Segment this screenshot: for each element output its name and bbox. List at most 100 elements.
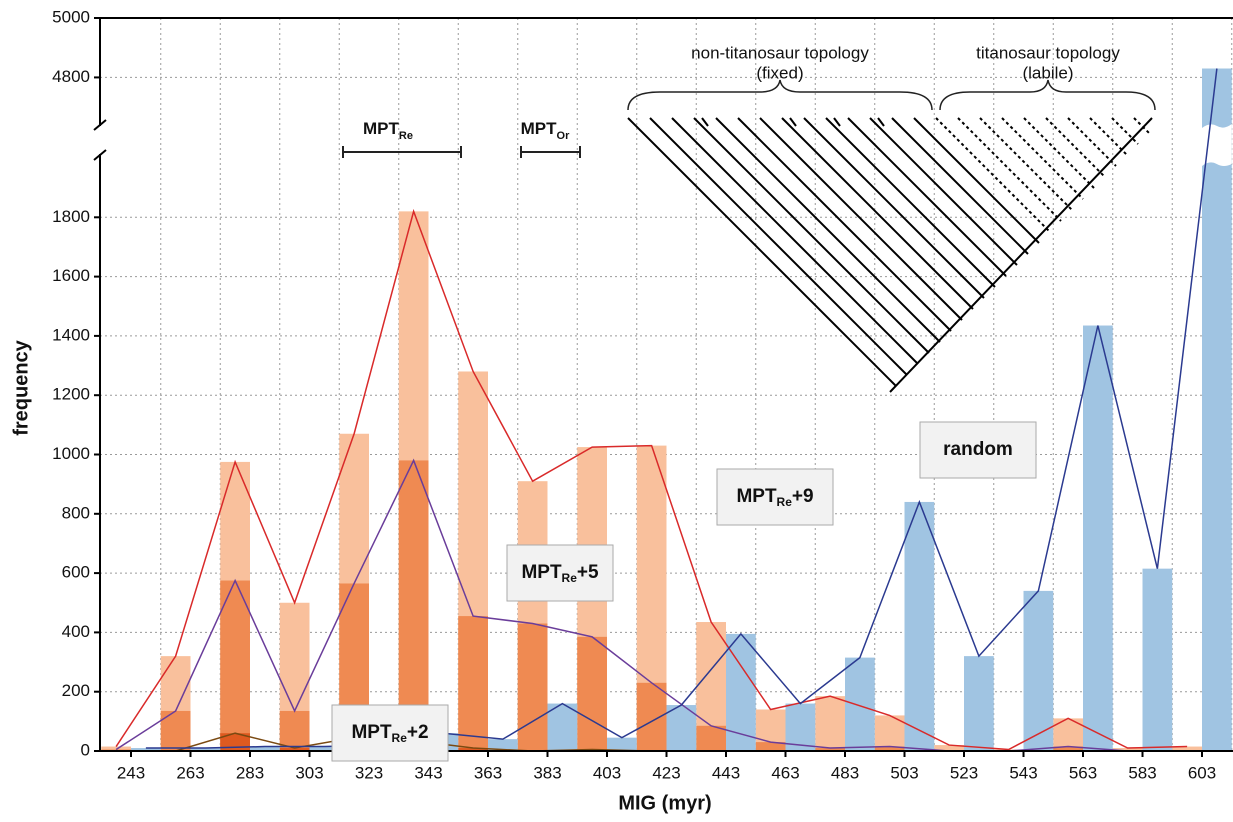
series-label: MPTRe+5 xyxy=(521,562,599,585)
branch xyxy=(891,117,1029,255)
label-box xyxy=(919,421,1037,479)
clade-label: titanosaur topology xyxy=(976,43,1120,62)
branch xyxy=(1133,117,1150,134)
y-tick-label: 1800 xyxy=(52,207,90,226)
y-tick-label: 1000 xyxy=(52,444,90,463)
x-axis-label: MIG (myr) xyxy=(618,792,711,814)
x-tick-label: 563 xyxy=(1069,763,1097,782)
x-tick-label: 263 xyxy=(176,763,204,782)
branch xyxy=(671,117,919,365)
bar xyxy=(607,737,637,751)
annotation: MPTRe xyxy=(363,119,413,141)
bar xyxy=(1083,325,1113,751)
axis-break-mark xyxy=(93,119,107,161)
y-tick-label: 1200 xyxy=(52,385,90,404)
branch xyxy=(847,117,1007,277)
bar xyxy=(845,657,875,751)
annotation-text: MPT xyxy=(363,119,400,138)
annotation-sub: Or xyxy=(557,130,571,142)
x-tick-label: 343 xyxy=(414,763,442,782)
series-label-part: MPT xyxy=(521,562,562,583)
bar xyxy=(1023,590,1054,751)
branch xyxy=(979,117,1073,211)
bar xyxy=(279,710,310,751)
x-tick-label: 423 xyxy=(652,763,680,782)
brace xyxy=(939,79,1156,111)
series-line xyxy=(145,68,1218,749)
bar xyxy=(874,746,905,751)
branch xyxy=(789,117,797,127)
branch xyxy=(1067,117,1117,167)
bar xyxy=(517,623,548,751)
branch xyxy=(693,117,930,354)
x-tick-label: 463 xyxy=(771,763,799,782)
brace xyxy=(627,79,933,111)
x-tick-label: 543 xyxy=(1009,763,1037,782)
bar xyxy=(458,616,488,751)
y-tick-label: 1400 xyxy=(52,325,90,344)
branch xyxy=(781,117,974,310)
series-label: MPTRe+9 xyxy=(736,486,813,509)
label-box xyxy=(716,468,834,526)
bar xyxy=(815,748,845,751)
y-tick-label: 400 xyxy=(62,622,90,641)
series-label-part: +5 xyxy=(577,562,599,583)
series-label-part: +2 xyxy=(407,722,429,743)
y-tick-label: 600 xyxy=(62,563,90,582)
y-tick-label: 200 xyxy=(62,681,90,700)
y-tick-label: 4800 xyxy=(52,67,90,86)
series-label-part: Re xyxy=(562,571,578,585)
branch xyxy=(889,117,1153,393)
bar xyxy=(1053,746,1083,751)
y-axis-label: frequency xyxy=(10,339,32,435)
clade-label: (labile) xyxy=(1022,63,1073,82)
x-tick-label: 243 xyxy=(117,763,145,782)
clade-label: (fixed) xyxy=(756,63,803,82)
x-tick-label: 323 xyxy=(355,763,383,782)
x-tick-label: 283 xyxy=(236,763,264,782)
x-tick-label: 483 xyxy=(831,763,859,782)
branch xyxy=(825,117,996,288)
branch xyxy=(1001,117,1084,200)
branch xyxy=(759,117,963,321)
bar xyxy=(279,748,310,751)
branch xyxy=(803,117,985,299)
bar xyxy=(309,746,340,751)
series-label-part: random xyxy=(943,439,1013,460)
branch xyxy=(649,117,908,376)
bar xyxy=(934,745,964,751)
branch xyxy=(957,117,1062,222)
x-tick-label: 363 xyxy=(474,763,502,782)
series-label: MPTRe+2 xyxy=(351,722,428,745)
branch xyxy=(833,117,841,127)
branch xyxy=(715,117,941,343)
branch xyxy=(913,117,1040,244)
x-tick-label: 383 xyxy=(533,763,561,782)
series-line xyxy=(115,208,1188,751)
label-box xyxy=(506,544,614,602)
bar xyxy=(785,703,816,751)
annotation: MPTOr xyxy=(521,119,570,141)
bar xyxy=(636,682,667,751)
x-tick-label: 443 xyxy=(712,763,740,782)
branch xyxy=(701,117,709,127)
branch xyxy=(1023,117,1095,189)
bar xyxy=(220,580,250,751)
bars xyxy=(101,68,1232,751)
x-tick-label: 523 xyxy=(950,763,978,782)
bar xyxy=(874,715,905,751)
x-tick-label: 583 xyxy=(1128,763,1156,782)
branch xyxy=(1089,117,1128,156)
axes: 0 200 400 600 800 1000 1200 1400 1600 1800 4800 500… xyxy=(52,7,1233,782)
bar xyxy=(398,460,429,751)
bar xyxy=(1112,748,1143,751)
branch xyxy=(935,117,1051,233)
branch xyxy=(869,117,1018,266)
x-tick-label: 303 xyxy=(295,763,323,782)
bar xyxy=(755,742,786,751)
bar xyxy=(815,696,845,751)
branch xyxy=(1111,117,1139,145)
bar xyxy=(547,703,578,751)
